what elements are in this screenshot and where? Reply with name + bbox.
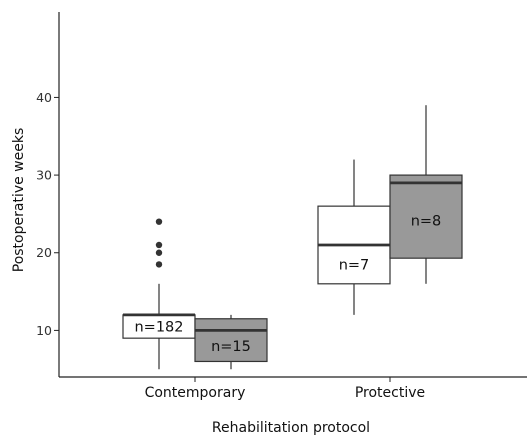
iqr-box [194,318,268,363]
axes [58,12,527,378]
outlier-point [155,241,163,249]
x-axis-title: Rehabilitation protocol [212,420,370,435]
sample-size-label: n=15 [211,339,251,355]
y-axis-title: Postoperative weeks [11,128,27,273]
x-tick-label: Protective [355,385,425,401]
x-tick-label: Contemporary [145,385,246,401]
y-tick-label: 20 [36,245,52,260]
outlier-point [155,261,163,268]
sample-size-label: n=7 [339,257,370,273]
outlier-point [155,249,163,256]
y-tick-label: 30 [36,168,52,183]
y-tick-label: 40 [36,90,52,105]
box-protective-a: n=7 [317,159,391,315]
iqr-box [389,174,463,259]
box-contemporary-a: n=182 [122,218,196,370]
outlier-point [155,218,163,225]
box-protective-b: n=8 [389,105,463,284]
sample-size-label: n=8 [411,214,442,230]
sample-size-label: n=182 [134,320,183,336]
box-contemporary-b: n=15 [194,314,268,370]
boxes: n=182 n=15 n=7 n=8 [122,105,463,370]
y-ticks: 10 20 30 40 [36,90,59,338]
y-tick-label: 10 [36,323,52,338]
x-ticks: Contemporary Protective [145,377,425,401]
